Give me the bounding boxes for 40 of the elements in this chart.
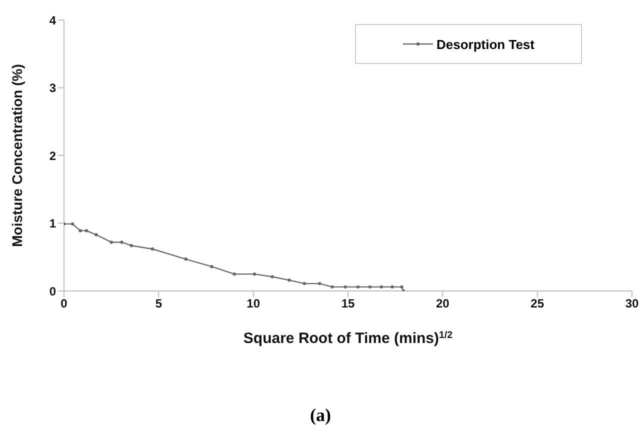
- legend-label: Desorption Test: [436, 36, 534, 52]
- point: [94, 233, 98, 236]
- point: [390, 285, 394, 289]
- x-axis-title: Square Root of Time (mins)$^{1/2}$: [243, 330, 454, 347]
- x-tick-label: 15: [341, 296, 355, 311]
- line-series: [64, 222, 406, 291]
- y-tick-label: 0: [49, 284, 56, 298]
- point: [380, 285, 383, 289]
- point: [344, 285, 347, 289]
- point: [330, 285, 334, 289]
- x-tick-label: 25: [530, 296, 544, 311]
- point: [302, 282, 306, 286]
- point: [184, 258, 188, 261]
- y-tick-label: 1: [49, 216, 56, 231]
- point: [110, 240, 113, 244]
- point: [288, 278, 291, 282]
- x-tick-label: 20: [436, 296, 450, 311]
- y-tick-label: 2: [49, 148, 56, 163]
- point: [252, 272, 256, 276]
- point: [130, 244, 134, 248]
- point: [400, 285, 404, 289]
- y-tick-label: 3: [49, 81, 56, 96]
- y-axis-title: Moisture Concentration (%): [9, 64, 25, 247]
- point: [318, 282, 322, 286]
- x-tick-label: 10: [246, 296, 260, 311]
- text: (a): [309, 405, 332, 426]
- point: [120, 240, 124, 244]
- x-tick-label: 30: [625, 296, 639, 311]
- x-tick-label: 0: [60, 296, 68, 311]
- point: [232, 272, 236, 276]
- point: [270, 275, 274, 278]
- y-tick-label: 4: [49, 13, 56, 28]
- point: [78, 229, 82, 232]
- point: [368, 285, 372, 289]
- point: [84, 229, 88, 232]
- point: [150, 247, 154, 251]
- point: [70, 222, 74, 226]
- point: [356, 285, 360, 289]
- point: [210, 265, 214, 268]
- x-tick-label: 5: [155, 296, 162, 311]
